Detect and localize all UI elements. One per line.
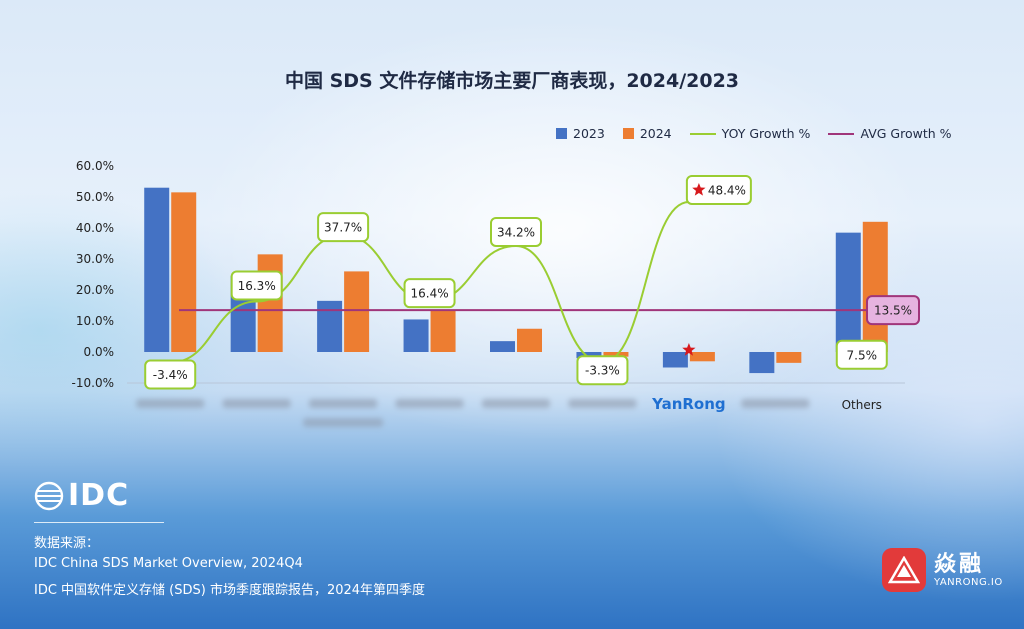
y-tick-label: 10.0% [76,314,114,328]
y-tick-label: -10.0% [72,376,114,390]
source-line-1: IDC China SDS Market Overview, 2024Q4 [34,556,303,571]
x-category-label-redacted [395,399,464,408]
x-category-label-redacted [309,399,378,408]
yoy-data-label: -3.3% [585,364,620,378]
x-category-label-redacted [568,399,637,408]
bar-2023 [662,352,688,368]
legend-item-2023: 2023 [556,126,605,141]
brand-text: 焱融 YANRONG.IO [934,551,1003,588]
bar-2024 [430,310,456,352]
legend-item-avg: AVG Growth % [828,126,952,141]
source-line-2: IDC 中国软件定义存储 (SDS) 市场季度跟踪报告，2024年第四季度 [34,583,426,598]
yoy-callout-box [230,270,283,301]
yoy-callout-box [576,355,629,386]
bar-2024 [257,254,283,352]
idc-logo-text: IDC [68,478,130,513]
y-tick-label: 50.0% [76,190,114,204]
bar-2024 [344,271,370,352]
legend-line-yoy [689,132,716,135]
legend-item-2024: 2024 [622,126,672,141]
yoy-data-label: 34.2% [497,225,535,239]
yoy-data-label: 7.5% [847,348,878,362]
x-category-label-redacted [741,399,810,408]
legend-swatch-2023 [556,128,567,139]
bar-2023 [317,300,343,352]
legend-swatch-2024 [622,128,634,139]
bar-2023 [490,341,515,352]
chart-legend: 2023 2024 YOY Growth % AVG Growth % [556,126,952,141]
highlight-star-icon [682,343,696,356]
source-label: 数据来源： [34,536,100,551]
y-tick-label: 0.0% [84,345,115,359]
yoy-callout-box [490,216,542,247]
x-category-label-redacted [222,399,291,408]
idc-logo: IDC [34,478,129,513]
globe-icon [34,481,64,510]
avg-data-label: 13.5% [874,304,912,318]
bar-2024 [517,328,542,352]
footer-divider [34,522,164,523]
yoy-data-label: -3.4% [153,368,188,382]
yoy-callout-box [685,174,752,205]
yoy-data-label: 37.7% [324,221,362,235]
bar-2024 [776,352,802,363]
x-category-label-redacted [303,418,384,427]
chart-title: 中国 SDS 文件存储市场主要厂商表现，2024/2023 [284,70,740,92]
bar-2024 [862,221,888,352]
brand-name-en: YANRONG.IO [934,576,1003,588]
legend-label-avg: AVG Growth % [860,126,952,141]
star-icon [692,183,706,196]
y-tick-label: 40.0% [76,221,114,235]
x-category-label-redacted [482,399,550,408]
legend-item-yoy: YOY Growth % [689,126,811,141]
brand-name-cn: 焱融 [934,551,985,577]
legend-line-avg [828,132,855,135]
bar-2023 [749,352,775,374]
x-category-label-redacted [136,399,205,408]
yanrong-brand: 焱融 YANRONG.IO [882,548,1003,592]
y-tick-label: 60.0% [76,159,114,173]
yoy-callout-box [403,278,456,309]
bar-2024 [689,352,715,362]
y-tick-label: 20.0% [76,283,114,297]
bar-2023 [403,319,429,352]
bar-2024 [603,352,629,357]
bar-2024 [171,192,197,352]
legend-label-2024: 2024 [639,126,672,141]
avg-callout-box [866,295,920,326]
yoy-callout-box [317,212,370,243]
yoy-data-label: 48.4% [708,183,746,197]
bar-2023 [835,232,861,352]
yoy-callout-box [835,339,888,370]
yoy-data-label: 16.3% [238,279,276,293]
y-tick-label: 30.0% [76,252,114,266]
x-category-label: YanRong [651,395,726,413]
yoy-callout-box [144,359,197,390]
bar-2023 [576,352,602,359]
yanrong-logo-icon [882,548,926,592]
bar-2023 [144,187,170,352]
legend-label-2023: 2023 [573,126,605,141]
x-category-label: Others [842,398,882,412]
legend-label-yoy: YOY Growth % [721,126,811,141]
yoy-data-label: 16.4% [410,287,448,301]
